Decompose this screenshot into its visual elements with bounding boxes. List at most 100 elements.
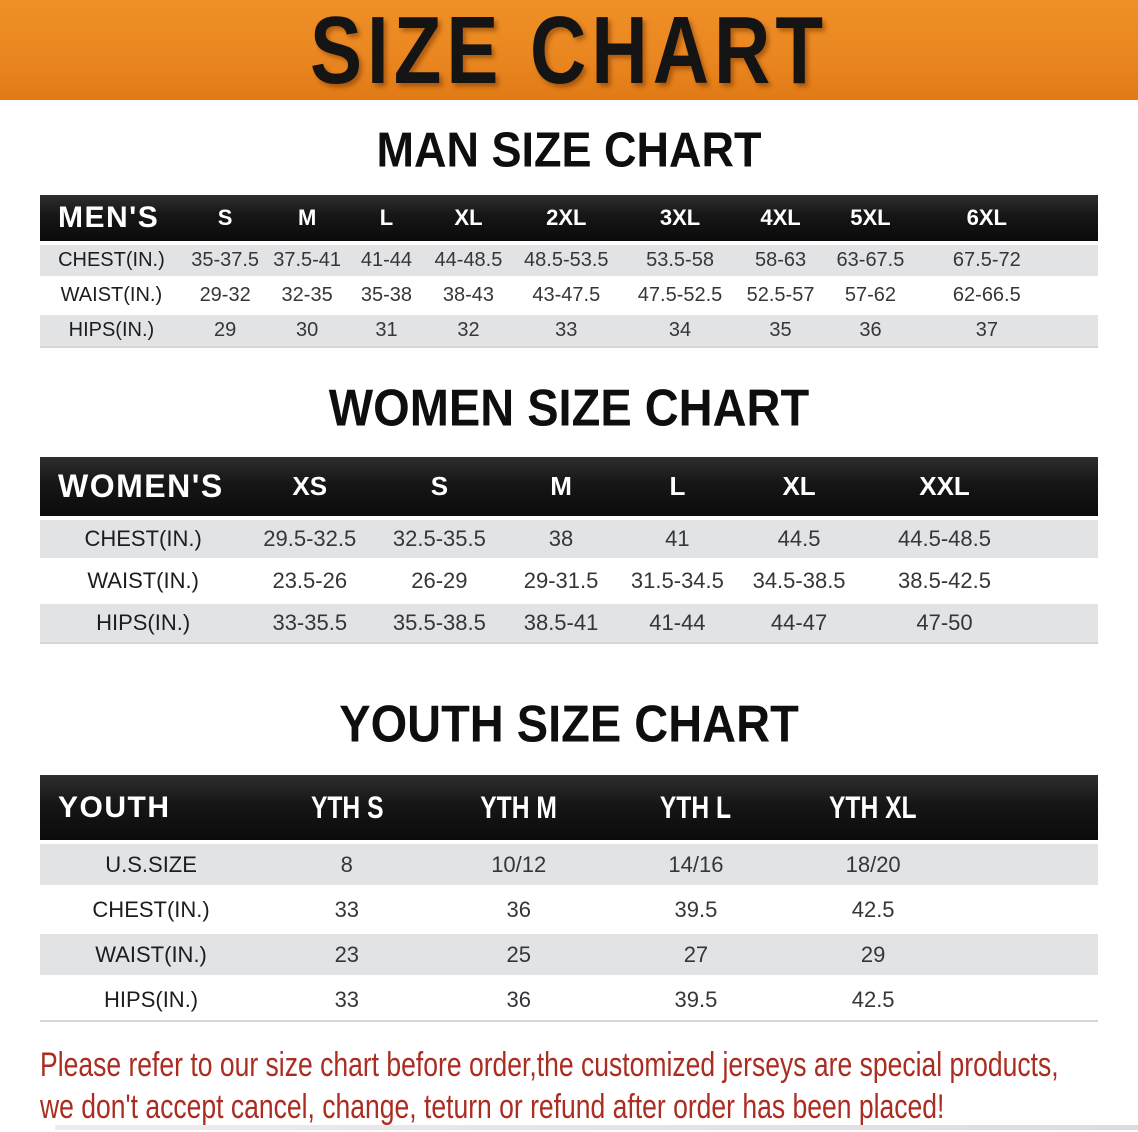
size-value: 62-66.5 [952, 284, 1021, 306]
youth-size-header: YTH L [606, 775, 786, 842]
size-value: 34.5-38.5 [752, 568, 846, 593]
size-value: 35 [769, 319, 792, 341]
youth-waist-row: WAIST(IN.) 23 25 27 29 [40, 932, 1098, 977]
size-value: 48.5-53.5 [524, 249, 609, 271]
youth-size-header: YTH XL [785, 775, 961, 842]
size-value: 29-32 [199, 284, 251, 306]
size-value: 47.5-52.5 [637, 284, 723, 306]
size-value: 52.5-57 [746, 284, 815, 306]
row-spacer [960, 842, 1098, 887]
youth-chest-row: CHEST(IN.) 33 36 39.5 42.5 [40, 887, 1098, 932]
size-value: 53.5-58 [646, 249, 714, 271]
banner: SIZE CHART [0, 0, 1138, 103]
size-value: 18/20 [845, 851, 901, 877]
women-corner-label: WOMEN'S [40, 457, 247, 518]
size-value: 42.5 [851, 986, 895, 1012]
size-value: 35.5-38.5 [392, 610, 486, 635]
youth-header-spacer [960, 775, 1098, 842]
row-spacer [960, 977, 1098, 1021]
row-spacer [1056, 313, 1098, 347]
size-value: 44.5 [777, 526, 821, 551]
women-header-row: WOMEN'S XS S M L XL XXL [40, 457, 1098, 518]
row-label: CHEST(IN.) [92, 896, 210, 922]
youth-size-header-text: YTH M [480, 789, 558, 825]
size-value: 39.5 [674, 896, 718, 922]
men-header-spacer [1055, 195, 1098, 243]
size-value: 41-44 [649, 610, 706, 635]
men-size-table: MEN'S S M L XL 2XL 3XL 4XL 5XL 6XL CHEST… [40, 195, 1098, 348]
row-spacer [1056, 243, 1098, 278]
size-value: 42.5 [851, 896, 895, 922]
size-value: 38-43 [442, 284, 495, 306]
women-size-table: WOMEN'S XS S M L XL XXL CHEST(IN.) 29.5-… [40, 457, 1098, 644]
size-value: 38 [548, 526, 574, 551]
row-spacer [1029, 602, 1098, 643]
size-value: 33-35.5 [272, 610, 348, 635]
men-size-header: 5XL [822, 195, 919, 243]
row-label: HIPS(IN.) [104, 986, 199, 1012]
men-size-header: XL [426, 195, 511, 243]
women-header-spacer [1029, 457, 1098, 518]
banner-title: SIZE CHART [310, 0, 828, 104]
row-spacer [960, 932, 1098, 977]
row-spacer [960, 887, 1098, 932]
size-value: 34 [668, 319, 692, 341]
row-label: CHEST(IN.) [84, 526, 202, 551]
size-value: 33 [555, 319, 578, 341]
size-value: 35-37.5 [191, 249, 260, 271]
bottom-edge-artifact [55, 1125, 1138, 1130]
size-value: 33 [334, 896, 360, 922]
disclaimer-line-1: Please refer to our size chart before or… [40, 1046, 1059, 1084]
size-value: 23 [334, 941, 360, 967]
row-label: WAIST(IN.) [95, 941, 207, 967]
youth-section-heading: YOUTH SIZE CHART [339, 694, 799, 753]
size-value: 10/12 [491, 851, 547, 877]
size-value: 39.5 [674, 986, 718, 1012]
women-size-header: S [373, 457, 506, 518]
row-label: HIPS(IN.) [96, 610, 191, 635]
row-label: U.S.SIZE [105, 851, 197, 877]
women-waist-row: WAIST(IN.) 23.5-26 26-29 29-31.5 31.5-34… [40, 560, 1098, 602]
size-value: 30 [296, 319, 319, 341]
size-value: 58-63 [754, 249, 807, 271]
size-value: 31 [375, 319, 398, 341]
size-value: 38.5-42.5 [898, 568, 991, 593]
size-value: 32.5-35.5 [392, 526, 486, 551]
size-value: 23.5-26 [272, 568, 348, 593]
size-value: 32 [457, 319, 480, 341]
row-spacer [1029, 518, 1098, 560]
youth-size-header: YTH M [431, 775, 606, 842]
youth-size-header-text: YTH XL [829, 789, 917, 825]
men-size-header: S [182, 195, 268, 243]
youth-size-header-text: YTH S [310, 789, 384, 825]
size-value: 47-50 [916, 610, 973, 635]
men-chest-row: CHEST(IN.) 35-37.5 37.5-41 41-44 44-48.5… [40, 243, 1098, 278]
size-value: 44.5-48.5 [898, 526, 991, 551]
row-spacer [1056, 278, 1098, 313]
women-hips-row: HIPS(IN.) 33-35.5 35.5-38.5 38.5-41 41-4… [40, 602, 1098, 643]
size-value: 35-38 [360, 284, 413, 306]
women-size-header: M [505, 457, 617, 518]
row-label: WAIST(IN.) [87, 568, 199, 593]
men-size-header: 4XL [738, 195, 823, 243]
size-value: 38.5-41 [523, 610, 599, 635]
men-size-header: L [346, 195, 427, 243]
men-size-header: 3XL [621, 195, 739, 243]
size-value: 29.5-32.5 [263, 526, 357, 551]
size-value: 27 [683, 941, 709, 967]
men-size-header: M [267, 195, 347, 243]
size-value: 36 [506, 986, 531, 1012]
women-size-header: XXL [859, 457, 1030, 518]
men-size-header: 6XL [918, 195, 1056, 243]
size-value: 36 [506, 896, 531, 922]
men-corner-label: MEN'S [40, 195, 183, 243]
size-value: 26-29 [411, 568, 468, 593]
youth-size-table: YOUTH YTH S YTH M YTH L YTH XL U.S.SIZE … [40, 775, 1098, 1022]
size-value: 29-31.5 [523, 568, 599, 593]
size-value: 29 [860, 941, 886, 967]
men-size-header: 2XL [510, 195, 622, 243]
size-value: 41 [665, 526, 690, 551]
size-value: 32-35 [281, 284, 333, 306]
youth-size-header-text: YTH L [660, 789, 732, 825]
